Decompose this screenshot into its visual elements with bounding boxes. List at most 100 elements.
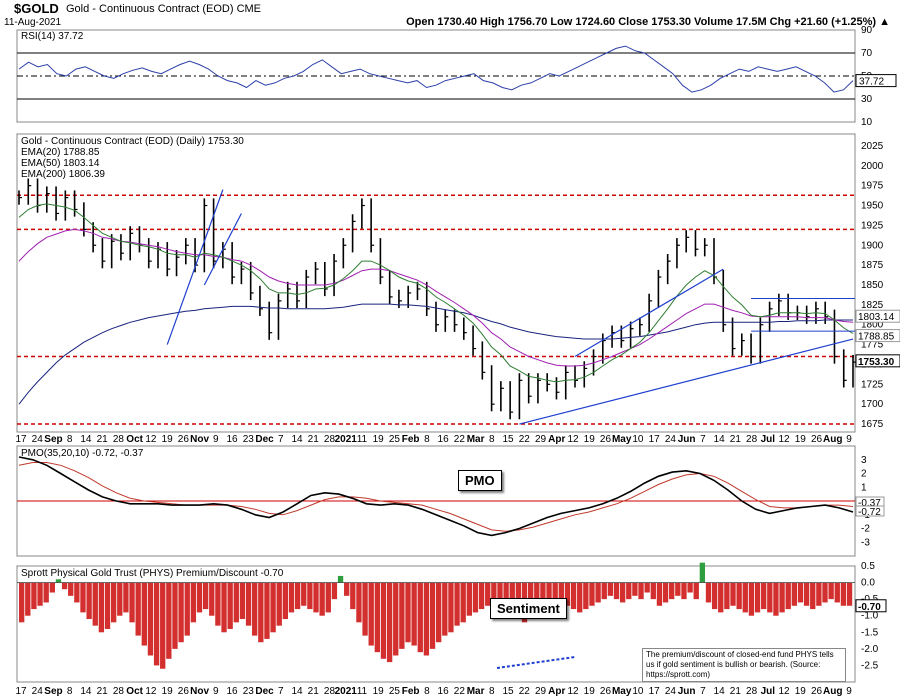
premium-bar	[104, 582, 111, 629]
trendline-may-rally	[574, 268, 724, 358]
price-tick: 1700	[861, 399, 884, 410]
premium-bar	[160, 582, 166, 669]
price-x-tick: 14	[80, 434, 92, 445]
premium-bar	[693, 582, 699, 600]
rsi-tick: 70	[861, 48, 873, 59]
price-x-tick: Feb	[402, 434, 420, 445]
rsi-panel	[16, 29, 856, 123]
sentiment-x-tick: 22	[519, 686, 531, 697]
price-x-tick: Mar	[467, 434, 485, 445]
price-x-tick: 26	[811, 434, 823, 445]
premium-bar	[509, 582, 515, 610]
premium-bar	[570, 582, 577, 610]
sentiment-x-tick: 14	[80, 686, 92, 697]
price-tick: 1925	[861, 220, 884, 231]
sentiment-x-tick: 10	[632, 686, 644, 697]
trendline-rally	[166, 189, 224, 345]
premium-bar	[803, 582, 810, 606]
premium-bar	[80, 582, 86, 613]
premium-bar	[491, 582, 497, 603]
pmo-signal-line	[18, 462, 854, 532]
premium-bar	[589, 582, 595, 606]
price-x-tick: 10	[632, 434, 644, 445]
premium-bar	[270, 582, 276, 633]
price-x-tick: 7	[278, 434, 284, 445]
premium-bar	[184, 582, 190, 636]
price-x-tick: 16	[438, 434, 450, 445]
premium-bar	[31, 582, 37, 610]
price-x-tick: 28	[746, 434, 758, 445]
price-x-tick: 21	[308, 434, 320, 445]
price-x-tick: 21	[730, 434, 742, 445]
premium-bar	[37, 582, 43, 606]
premium-bar	[19, 582, 25, 623]
premium-bar	[718, 582, 724, 613]
chart-header: $GOLD Gold - Continuous Contract (EOD) C…	[0, 0, 900, 30]
premium-bar	[834, 582, 840, 603]
premium-bar	[153, 582, 160, 666]
premium-bar	[454, 582, 460, 626]
price-x-tick: 19	[162, 434, 174, 445]
premium-bar	[362, 582, 368, 636]
premium-bar	[49, 582, 55, 593]
premium-bar	[705, 582, 712, 603]
premium-bar	[442, 582, 448, 636]
premium-bar	[258, 582, 264, 643]
sentiment-x-tick: 19	[584, 686, 596, 697]
premium-bar	[325, 582, 331, 613]
sentiment-trendline	[496, 656, 576, 669]
premium-bar	[123, 582, 129, 613]
price-x-tick: Jun	[678, 434, 696, 445]
pmo-tick: 1	[861, 482, 867, 493]
price-x-tick: 7	[700, 434, 706, 445]
premium-bar	[564, 582, 571, 606]
sentiment-x-tick: 16	[226, 686, 238, 697]
premium-bar	[711, 582, 718, 610]
premium-bar	[558, 582, 564, 603]
sentiment-x-tick: Dec	[255, 686, 274, 697]
ema200-line	[18, 303, 853, 405]
price-x-tick: 8	[67, 434, 73, 445]
sentiment-tick: -1.0	[861, 611, 879, 622]
sentiment-x-tick: 24	[665, 686, 677, 697]
premium-bar	[166, 582, 172, 659]
price-tick: 1875	[861, 260, 884, 271]
price-x-tick: Jul	[761, 434, 776, 445]
pmo-tick: -3	[861, 537, 870, 548]
sentiment-tick: 0.0	[861, 578, 875, 589]
sentiment-x-tick: 16	[438, 686, 450, 697]
premium-bar	[619, 582, 626, 603]
premium-bar	[595, 582, 601, 603]
premium-bar	[393, 582, 399, 656]
price-tick: 2025	[861, 141, 884, 152]
premium-bar	[638, 582, 644, 600]
sentiment-x-tick: 24	[32, 686, 44, 697]
price-x-tick: 2021	[335, 434, 358, 445]
sentiment-x-tick: 8	[67, 686, 73, 697]
sentiment-x-tick: 17	[15, 686, 27, 697]
rsi-value-box	[855, 74, 897, 88]
premium-bar	[43, 582, 49, 603]
price-x-tick: 26	[600, 434, 612, 445]
price-x-tick: 12	[567, 434, 579, 445]
price-panel	[16, 133, 856, 433]
premium-bar	[773, 582, 779, 616]
premium-bar	[466, 582, 472, 616]
price-x-tick: 22	[519, 434, 531, 445]
ema-legend-1: EMA(50) 1803.14	[21, 158, 100, 169]
price-x-tick: 14	[291, 434, 303, 445]
premium-bar	[822, 582, 828, 603]
ema50-line	[18, 228, 854, 367]
sentiment-x-tick: 7	[700, 686, 706, 697]
sentiment-x-tick: Nov	[190, 686, 209, 697]
price-title: Gold - Continuous Contract (EOD) (Daily)…	[21, 136, 244, 147]
premium-bar	[331, 582, 338, 600]
premium-bar	[252, 582, 258, 636]
price-value-label-1: 1788.85	[858, 332, 895, 343]
premium-bar	[644, 582, 650, 593]
sentiment-value-box	[855, 599, 887, 613]
instrument-name: Gold - Continuous Contract (EOD) CME	[66, 3, 262, 15]
sentiment-x-tick: 22	[454, 686, 466, 697]
price-x-tick: 15	[502, 434, 514, 445]
price-x-tick: 19	[373, 434, 385, 445]
